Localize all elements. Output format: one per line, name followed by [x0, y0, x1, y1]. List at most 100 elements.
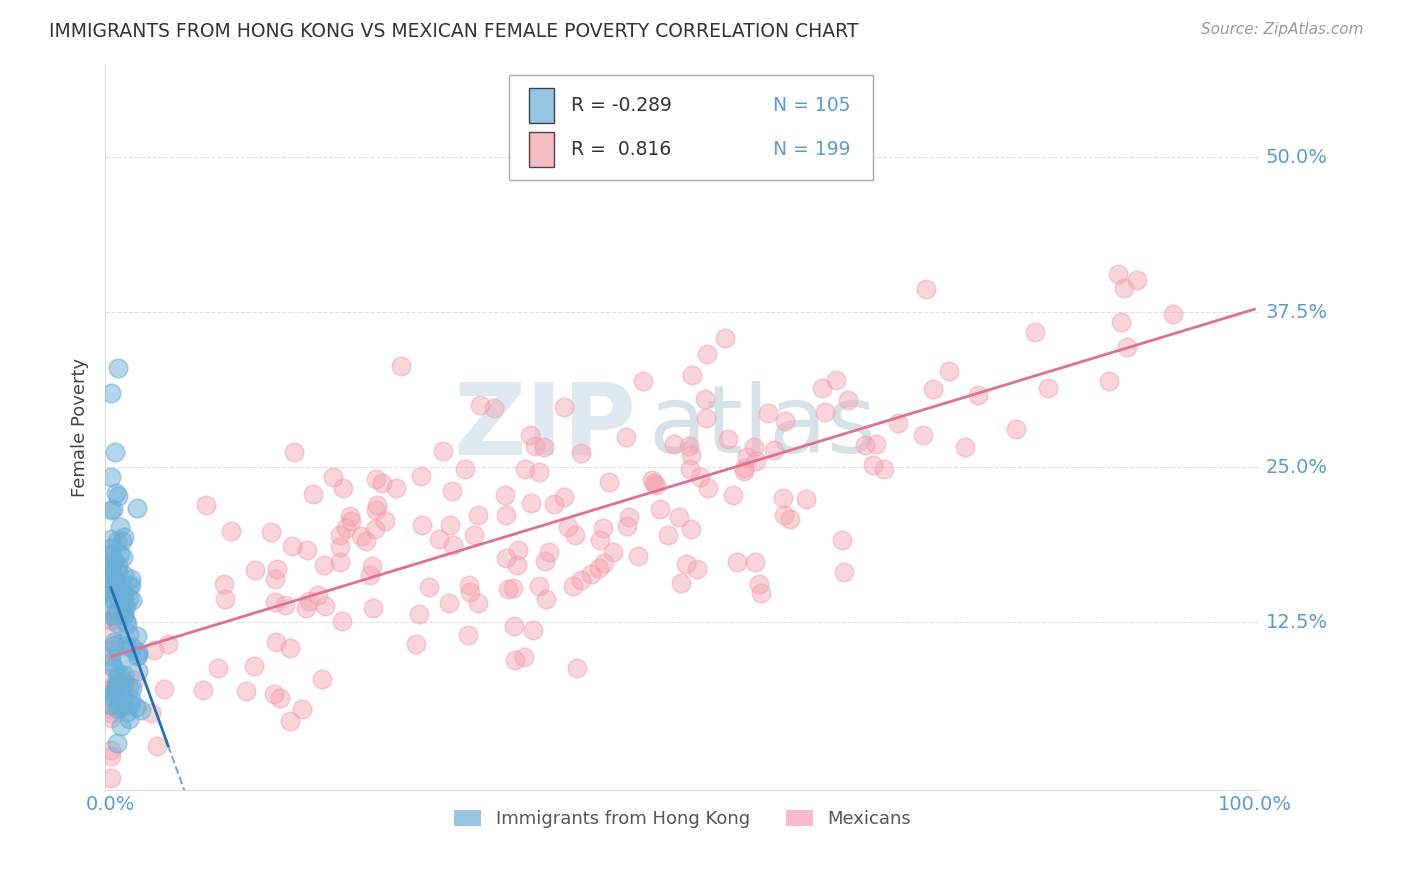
Point: [302, 487, 325, 501]
Point: [112, 668, 135, 682]
Point: [495, 508, 517, 522]
Point: [440, 484, 463, 499]
Point: [520, 496, 543, 510]
Point: [523, 439, 546, 453]
Point: [912, 428, 935, 442]
Point: [127, 645, 149, 659]
Point: [527, 465, 550, 479]
Point: [269, 691, 291, 706]
Point: [100, 566, 122, 581]
Point: [122, 673, 145, 688]
Point: [865, 437, 887, 451]
Point: [120, 572, 142, 586]
Point: [441, 538, 464, 552]
Point: [278, 714, 301, 728]
Point: [411, 518, 433, 533]
Point: [814, 405, 837, 419]
Point: [112, 591, 135, 606]
Point: [522, 623, 544, 637]
Point: [513, 649, 536, 664]
Point: [733, 464, 755, 478]
Text: N = 105: N = 105: [773, 95, 851, 115]
Point: [104, 579, 127, 593]
Point: [633, 374, 655, 388]
Point: [100, 613, 122, 627]
Point: [482, 401, 505, 415]
Point: [432, 443, 454, 458]
Point: [1126, 273, 1149, 287]
Point: [191, 682, 214, 697]
Point: [1005, 422, 1028, 436]
Point: [121, 640, 143, 655]
Point: [354, 534, 377, 549]
Point: [307, 588, 329, 602]
Point: [110, 654, 132, 668]
Point: [112, 692, 135, 706]
Point: [117, 616, 139, 631]
Point: [824, 373, 846, 387]
Point: [681, 368, 703, 382]
Point: [100, 648, 122, 663]
Point: [100, 671, 122, 685]
Point: [458, 578, 481, 592]
Point: [332, 481, 354, 495]
Point: [922, 382, 945, 396]
Point: [112, 607, 135, 622]
Point: [779, 511, 801, 525]
Point: [339, 508, 361, 523]
Point: [873, 462, 896, 476]
Point: [100, 613, 122, 627]
Text: 12.5%: 12.5%: [1265, 613, 1329, 632]
Point: [103, 660, 125, 674]
Point: [503, 653, 526, 667]
Point: [366, 498, 388, 512]
Point: [862, 458, 884, 472]
Point: [283, 445, 305, 459]
Point: [772, 491, 794, 505]
Point: [120, 698, 142, 712]
Point: [418, 580, 440, 594]
Point: [314, 599, 336, 614]
Point: [671, 575, 693, 590]
Point: [385, 482, 408, 496]
Y-axis label: Female Poverty: Female Poverty: [72, 358, 89, 497]
Point: [112, 600, 135, 615]
Point: [427, 532, 450, 546]
Point: [689, 470, 711, 484]
Point: [468, 398, 491, 412]
Point: [463, 528, 485, 542]
Point: [100, 655, 122, 669]
Point: [1036, 381, 1059, 395]
Point: [114, 599, 136, 613]
Point: [100, 706, 122, 720]
Text: 25.0%: 25.0%: [1265, 458, 1327, 477]
Point: [125, 649, 148, 664]
Point: [502, 582, 524, 596]
Point: [569, 573, 592, 587]
Point: [311, 672, 333, 686]
Point: [364, 522, 387, 536]
Point: [103, 502, 125, 516]
Point: [794, 491, 817, 506]
Point: [616, 518, 638, 533]
Point: [648, 502, 671, 516]
Point: [602, 545, 624, 559]
Point: [371, 475, 394, 490]
Point: [439, 517, 461, 532]
Point: [111, 534, 134, 549]
Point: [100, 591, 122, 605]
Point: [121, 592, 143, 607]
Point: [112, 584, 135, 599]
Point: [457, 628, 479, 642]
Point: [103, 638, 125, 652]
Point: [537, 544, 560, 558]
Point: [117, 579, 139, 593]
Point: [697, 481, 720, 495]
Point: [100, 576, 122, 591]
Point: [146, 739, 169, 753]
Point: [773, 508, 796, 522]
Point: [533, 440, 555, 454]
Point: [266, 562, 288, 576]
Point: [503, 619, 526, 633]
Text: atlas: atlas: [648, 381, 876, 473]
